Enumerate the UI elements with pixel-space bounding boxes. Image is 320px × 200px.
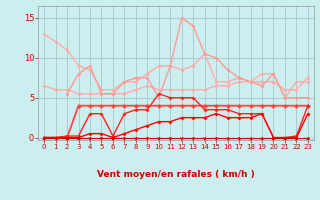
X-axis label: Vent moyen/en rafales ( km/h ): Vent moyen/en rafales ( km/h ) [97,170,255,179]
